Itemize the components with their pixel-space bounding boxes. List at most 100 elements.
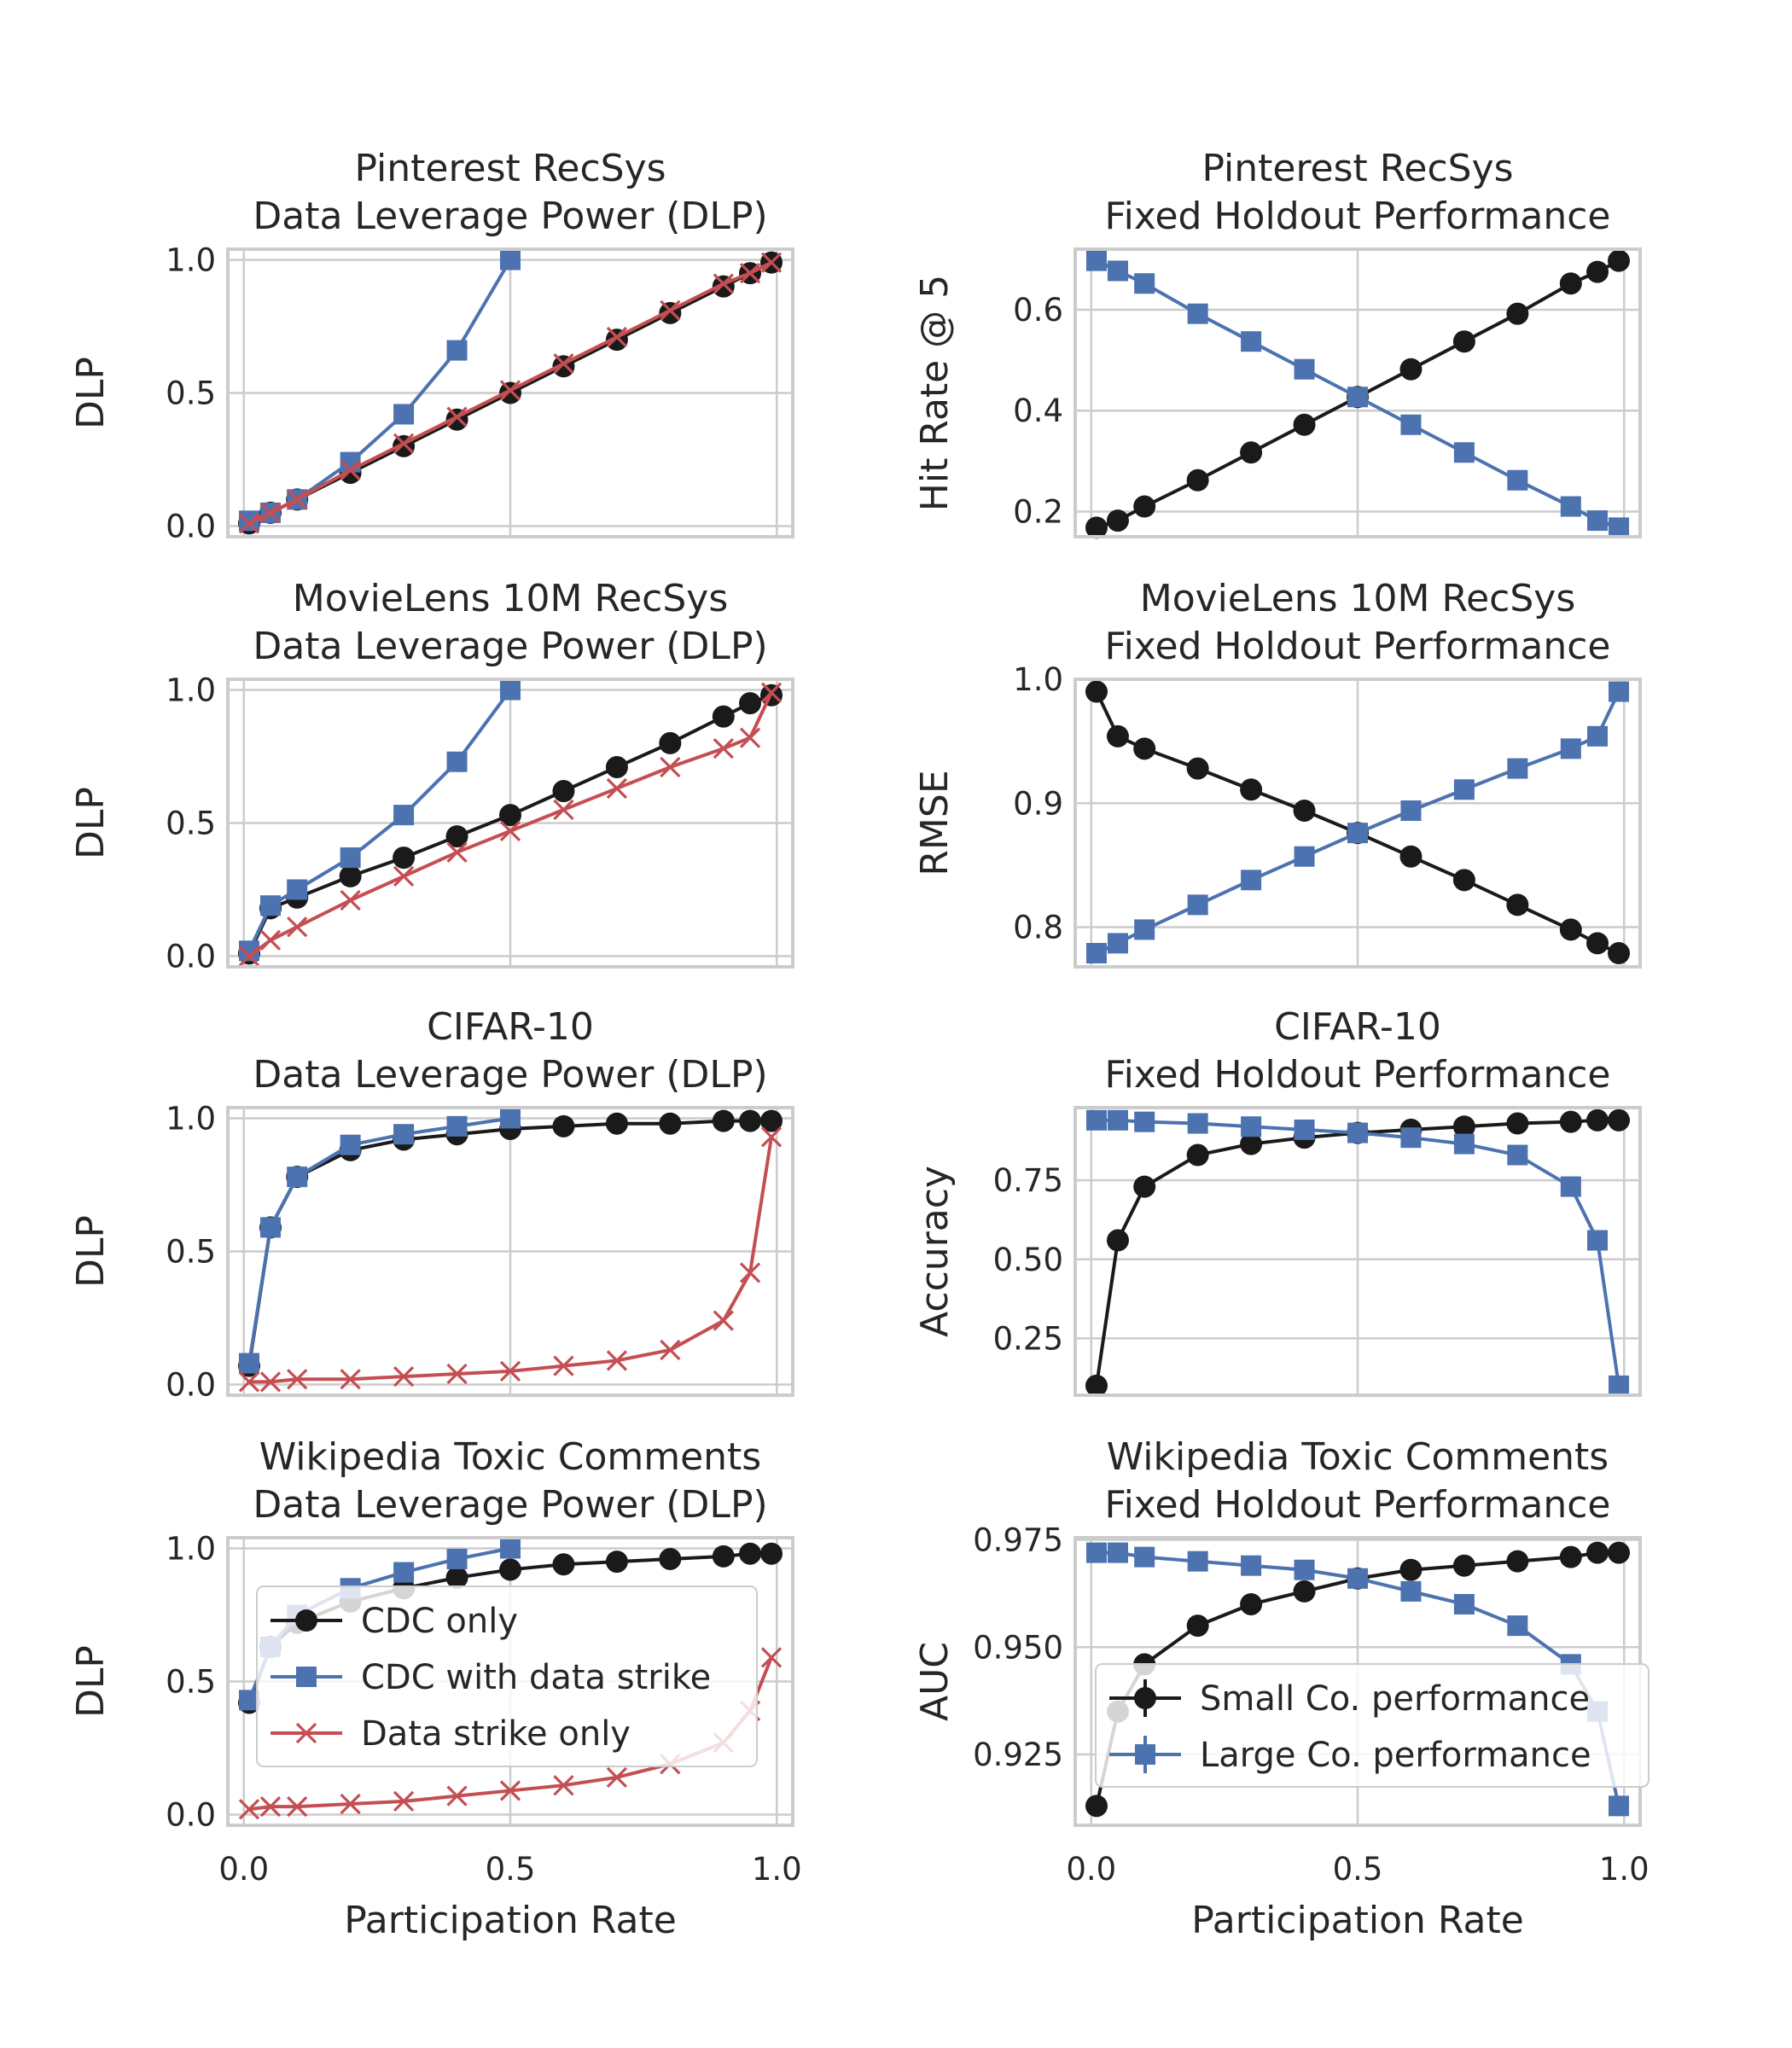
legend-marker — [295, 1722, 317, 1744]
chart-title: Data Leverage Power (DLP) — [253, 1483, 767, 1527]
data-point — [1293, 413, 1316, 436]
data-point — [393, 805, 415, 826]
data-point — [500, 679, 521, 701]
data-point — [340, 1134, 361, 1155]
y-axis-label: AUC — [913, 1642, 957, 1721]
series-group — [1085, 680, 1631, 965]
data-point — [340, 889, 361, 911]
data-point — [1347, 1122, 1368, 1143]
data-point — [1506, 1550, 1529, 1573]
data-point — [1134, 1546, 1155, 1568]
data-point — [446, 340, 468, 361]
legend-box — [1095, 1663, 1649, 1788]
data-point — [1560, 496, 1581, 517]
data-point — [1506, 1112, 1529, 1135]
data-point — [446, 1548, 468, 1569]
data-point — [238, 945, 260, 967]
data-point — [499, 1558, 521, 1581]
data-point — [1240, 1132, 1263, 1155]
y-axis-label: Accuracy — [913, 1166, 957, 1337]
y-tick-label: 0.5 — [166, 1234, 216, 1271]
data-point — [393, 865, 415, 887]
x-tick-label: 0.5 — [486, 1851, 536, 1888]
data-point — [1133, 495, 1156, 518]
legend-box — [256, 1585, 758, 1767]
data-point — [445, 825, 468, 848]
data-point — [1294, 358, 1315, 380]
data-point — [739, 692, 762, 715]
data-point — [1085, 1542, 1107, 1563]
data-point — [499, 1780, 521, 1801]
y-tick-label: 0.5 — [166, 806, 216, 842]
legend-label: CDC with data strike — [361, 1658, 711, 1697]
data-point — [339, 864, 362, 887]
axes-frame — [226, 678, 794, 969]
data-point — [446, 751, 468, 772]
data-point — [553, 799, 574, 821]
data-point — [446, 1785, 468, 1807]
legend-marker — [1134, 1687, 1156, 1709]
data-point — [1587, 1230, 1609, 1251]
y-tick-label: 0.75 — [993, 1162, 1063, 1199]
chart-title: MovieLens 10M RecSys — [293, 577, 729, 620]
data-point — [499, 1360, 521, 1382]
y-tick-label: 0.975 — [973, 1522, 1063, 1559]
data-point — [1559, 272, 1582, 295]
data-point — [552, 780, 575, 803]
data-point — [1507, 469, 1528, 491]
legend-label: Large Co. performance — [1200, 1736, 1591, 1775]
y-tick-label: 0.0 — [166, 1797, 216, 1834]
data-point — [606, 1350, 628, 1371]
axes-frame — [1073, 1106, 1642, 1397]
data-point — [1399, 845, 1423, 868]
panel-4: 0.8 0.9 1.0 MovieLens 10M RecSys Fixed Holdo… — [913, 577, 1642, 969]
data-point — [1186, 1615, 1209, 1638]
chart-title: Fixed Holdout Performance — [1104, 1053, 1610, 1097]
data-point — [1186, 468, 1209, 492]
data-point — [1106, 1229, 1129, 1252]
data-point — [287, 1167, 308, 1188]
data-point — [1293, 799, 1316, 822]
data-point — [1586, 1108, 1609, 1132]
data-point — [445, 1566, 468, 1589]
data-point — [712, 1545, 735, 1568]
data-point — [259, 1217, 281, 1238]
chart-title: Data Leverage Power (DLP) — [253, 625, 767, 668]
y-tick-label: 0.4 — [1013, 393, 1063, 429]
data-point — [760, 1109, 783, 1132]
data-point — [259, 895, 281, 916]
data-point — [1134, 1111, 1155, 1132]
data-point — [1400, 414, 1422, 435]
data-point — [499, 804, 521, 827]
data-point — [1187, 894, 1208, 916]
data-point — [660, 1339, 681, 1361]
y-axis-label: Hit Rate @ 5 — [913, 275, 957, 511]
data-point — [1134, 273, 1155, 294]
data-point — [1294, 1119, 1315, 1140]
data-point — [1400, 1580, 1422, 1602]
data-point — [259, 929, 282, 951]
data-point — [1609, 1795, 1630, 1817]
y-tick-label: 1.0 — [166, 1530, 216, 1567]
data-point — [499, 380, 521, 401]
data-point — [1608, 249, 1631, 272]
data-point — [605, 755, 628, 778]
data-point — [500, 1108, 521, 1129]
legend-marker — [1135, 1744, 1155, 1765]
data-point — [659, 1547, 682, 1570]
y-tick-label: 0.6 — [1013, 292, 1063, 329]
chart-title: CIFAR-10 — [1274, 1005, 1441, 1049]
chart-title: Wikipedia Toxic Comments — [1107, 1435, 1609, 1479]
x-tick-label: 1.0 — [752, 1851, 802, 1888]
y-tick-label: 0.0 — [166, 509, 216, 545]
data-point — [1240, 441, 1263, 464]
data-point — [1187, 1551, 1208, 1572]
data-point — [1085, 516, 1108, 539]
data-point — [446, 1115, 468, 1137]
data-point — [1559, 1110, 1582, 1133]
data-point — [393, 1790, 415, 1812]
data-point — [1452, 869, 1475, 892]
